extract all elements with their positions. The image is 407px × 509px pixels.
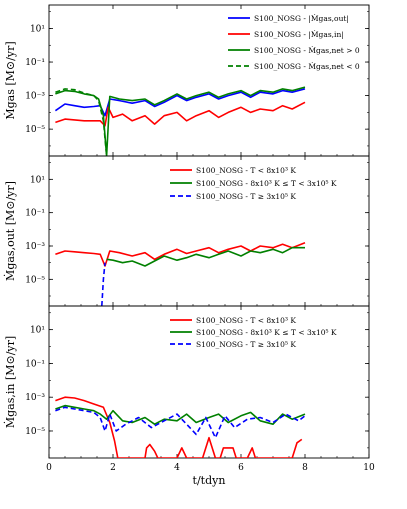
y-tick-label: 10⁻³ bbox=[25, 92, 45, 102]
y-tick-label: 10⁻¹ bbox=[25, 209, 45, 219]
series-group bbox=[55, 396, 306, 458]
plot-frame bbox=[48, 4, 370, 157]
x-tick-label: 4 bbox=[174, 463, 180, 473]
legend-entry: S100_NOSG - T < 8x10³ K bbox=[196, 166, 296, 175]
legend-entry: S100_NOSG - Ṁgas,net > 0 bbox=[254, 46, 360, 55]
y-axis-label: Ṁgas,in [M⊙/yr] bbox=[3, 336, 17, 428]
series-line-1 bbox=[55, 241, 306, 267]
series-line-2 bbox=[106, 246, 305, 267]
series-group bbox=[54, 86, 306, 156]
series-group bbox=[55, 241, 306, 306]
y-tick-label: 10⁻⁵ bbox=[25, 275, 45, 285]
series-line-1 bbox=[54, 88, 306, 117]
y-tick-label: 10¹ bbox=[30, 326, 45, 336]
y-tick-label: 10⁻⁵ bbox=[25, 125, 45, 135]
legend-entry: S100_NOSG - Ṁgas,net < 0 bbox=[254, 62, 360, 71]
y-tick-label: 10¹ bbox=[30, 175, 45, 185]
y-tick-label: 10⁻¹ bbox=[25, 58, 45, 68]
legend-entry: S100_NOSG - T ≥ 3x10⁵ K bbox=[196, 192, 296, 201]
legend-entry: S100_NOSG - T < 8x10³ K bbox=[196, 316, 296, 325]
x-tick-label: 6 bbox=[238, 463, 244, 473]
y-tick-label: 10⁻⁵ bbox=[25, 427, 45, 437]
panel-2: 10¹ 10⁻¹ 10⁻³ 10⁻⁵ Ṁgas,out [M⊙/yr] S100_NOSG… bbox=[3, 155, 370, 307]
legend-entry: S100_NOSG - 8x10³ K ≤ T < 3x10⁵ K bbox=[196, 179, 337, 188]
legend-entry: S100_NOSG - |Ṁgas,in| bbox=[254, 30, 344, 39]
legend-entry: S100_NOSG - |Ṁgas,out| bbox=[254, 14, 349, 23]
y-tick-label: 10⁻³ bbox=[25, 393, 45, 403]
legend-entry: S100_NOSG - 8x10³ K ≤ T < 3x10⁵ K bbox=[196, 328, 337, 337]
y-axis-label: Ṁgas,out [M⊙/yr] bbox=[3, 181, 17, 281]
panel-1: 10¹ 10⁻¹ 10⁻³ 10⁻⁵ Ṁgas [M⊙/yr] S100_NOSG - |… bbox=[3, 4, 370, 157]
series-line-3 bbox=[101, 262, 106, 306]
series-line-2 bbox=[55, 101, 306, 127]
series-line-1 bbox=[55, 396, 303, 458]
series-line-2 bbox=[55, 404, 306, 426]
x-axis-label: t/tdyn bbox=[193, 474, 226, 487]
panel-3: 10¹ 10⁻¹ 10⁻³ 10⁻⁵ 0 2 4 6 8 10 Ṁgas,in [M⊙/yr] t/t… bbox=[3, 305, 375, 487]
y-tick-label: 10⁻¹ bbox=[25, 359, 45, 369]
x-tick-label: 2 bbox=[110, 463, 116, 473]
x-tick-label: 0 bbox=[46, 463, 52, 473]
series-line-3 bbox=[55, 406, 306, 439]
series-line-4 bbox=[55, 88, 108, 156]
y-tick-label: 10⁻³ bbox=[25, 242, 45, 252]
x-tick-label: 8 bbox=[302, 463, 308, 473]
legend-entry: S100_NOSG - T ≥ 3x10⁵ K bbox=[196, 340, 296, 349]
x-tick-label: 10 bbox=[363, 463, 375, 473]
y-axis-label: Ṁgas [M⊙/yr] bbox=[3, 41, 17, 119]
y-tick-label: 10¹ bbox=[30, 24, 45, 34]
